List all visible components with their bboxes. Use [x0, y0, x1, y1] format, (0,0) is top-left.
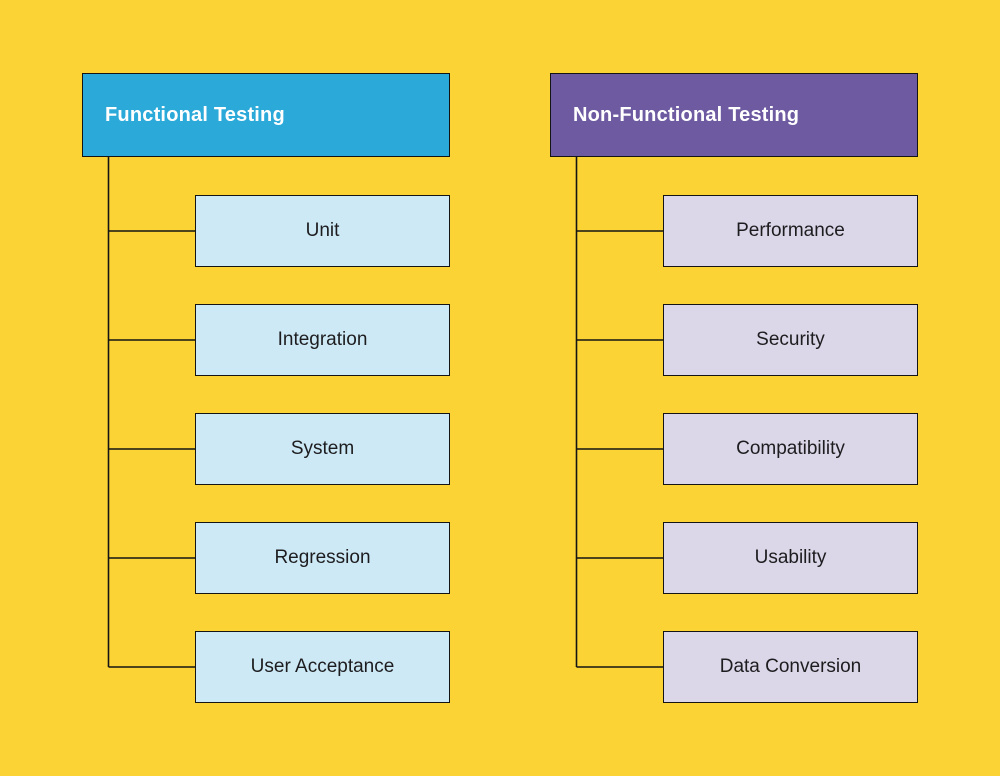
functional-connectors [107, 157, 195, 668]
node-user-acceptance: User Acceptance [195, 631, 450, 703]
node-system: System [195, 413, 450, 485]
node-usability: Usability [663, 522, 918, 594]
node-data-conversion: Data Conversion [663, 631, 918, 703]
node-unit: Unit [195, 195, 450, 267]
node-regression: Regression [195, 522, 450, 594]
non-functional-connectors [575, 157, 663, 668]
node-performance: Performance [663, 195, 918, 267]
non-functional-testing-header: Non-Functional Testing [550, 73, 918, 157]
functional-testing-header: Functional Testing [82, 73, 450, 157]
node-integration: Integration [195, 304, 450, 376]
node-compatibility: Compatibility [663, 413, 918, 485]
node-security: Security [663, 304, 918, 376]
